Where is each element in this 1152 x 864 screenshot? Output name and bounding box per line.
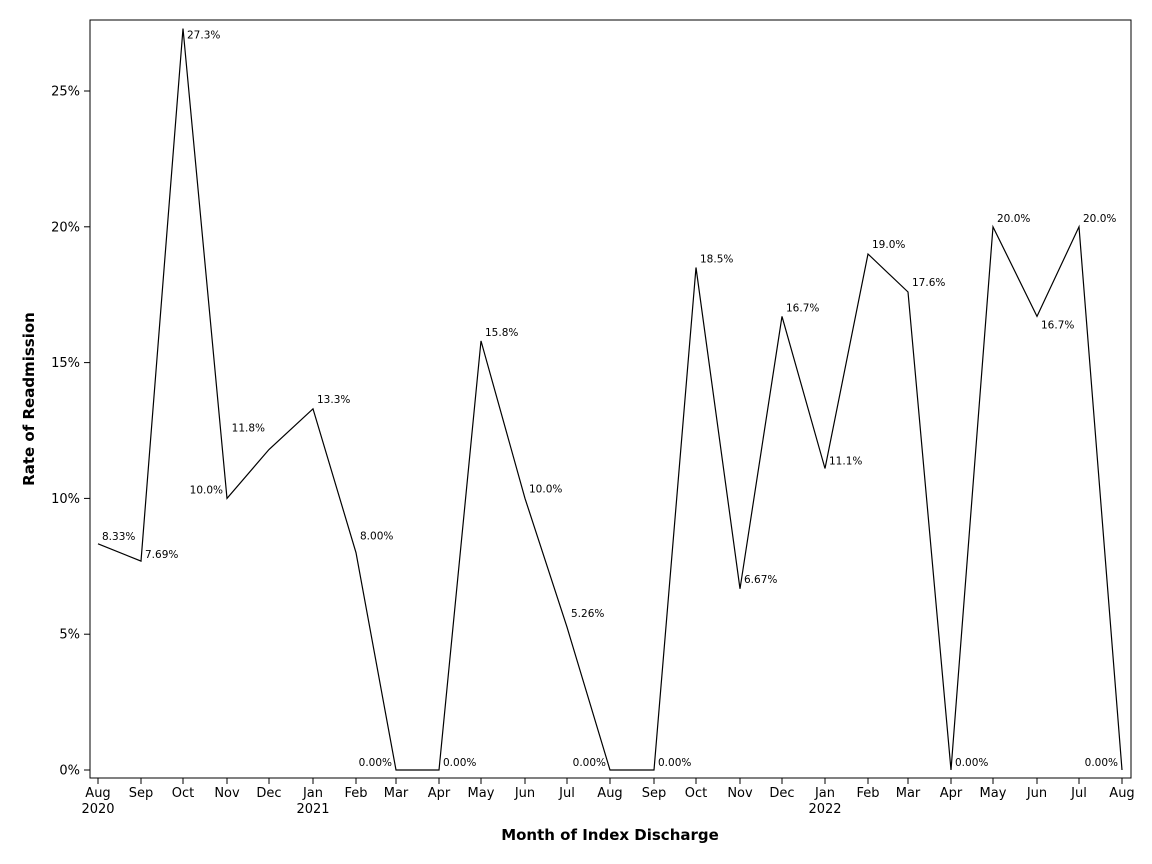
y-axis: 0% 5% 10% 15% 20% 25% [51, 85, 90, 779]
x-tick-label-month: Mar [384, 786, 409, 801]
data-label: 15.8% [485, 327, 518, 339]
x-tick-label-month: Jan [814, 786, 835, 801]
x-tick-label-month: Dec [256, 786, 281, 801]
x-tick-label-year: 2020 [81, 802, 114, 817]
x-tick-label-month: Apr [940, 786, 963, 801]
x-tick-label-month: May [980, 786, 1007, 801]
data-label: 6.67% [744, 574, 777, 586]
data-label: 5.26% [571, 608, 604, 620]
x-tick-label-month: Oct [172, 786, 194, 801]
data-label: 0.00% [658, 757, 691, 769]
x-tick-label-month: Feb [344, 786, 367, 801]
data-label: 20.0% [997, 213, 1030, 225]
x-axis-title: Month of Index Discharge [501, 826, 719, 844]
data-labels: 8.33% 7.69% 27.3% 10.0% 11.8% 13.3% 8.00% 0.00%… [102, 30, 1118, 769]
data-label: 18.5% [700, 254, 733, 266]
y-tick-label: 15% [51, 356, 80, 371]
plot-frame [89, 19, 1132, 779]
data-label: 17.6% [912, 277, 945, 289]
y-tick-label: 5% [59, 628, 80, 643]
data-label: 11.8% [232, 423, 265, 435]
x-tick-label-month: Jul [1070, 786, 1087, 801]
y-tick-label: 0% [59, 764, 80, 779]
y-tick-label: 10% [51, 492, 80, 507]
data-label: 7.69% [145, 549, 178, 561]
data-label: 0.00% [573, 757, 606, 769]
x-tick-label-month: Oct [685, 786, 707, 801]
x-tick-label-month: Sep [642, 786, 667, 801]
data-label: 19.0% [872, 239, 905, 251]
data-label: 0.00% [1085, 757, 1118, 769]
x-tick-label-month: Jun [514, 786, 535, 801]
x-tick-label-month: Feb [856, 786, 879, 801]
data-label: 16.7% [786, 302, 819, 314]
data-label: 10.0% [529, 483, 562, 495]
x-tick-label-month: Jul [558, 786, 575, 801]
x-tick-label-month: Jan [302, 786, 323, 801]
data-label: 0.00% [443, 757, 476, 769]
data-label: 8.33% [102, 531, 135, 543]
data-label: 13.3% [317, 394, 350, 406]
data-label: 20.0% [1083, 213, 1116, 225]
x-tick-label-month: Nov [727, 786, 753, 801]
x-tick-label-month: Mar [896, 786, 921, 801]
y-tick-label: 20% [51, 220, 80, 235]
x-tick-label-month: Jun [1026, 786, 1047, 801]
x-tick-label-month: Aug [1109, 786, 1134, 801]
x-tick-label-year: 2022 [808, 802, 841, 817]
data-label: 27.3% [187, 30, 220, 42]
data-label: 0.00% [359, 757, 392, 769]
data-label: 0.00% [955, 757, 988, 769]
x-tick-label-month: Aug [597, 786, 622, 801]
x-tick-label-month: Aug [85, 786, 110, 801]
y-axis-title: Rate of Readmission [20, 312, 38, 486]
data-label: 8.00% [360, 531, 393, 543]
x-tick-label-year: 2021 [296, 802, 329, 817]
x-tick-label-month: Dec [769, 786, 794, 801]
x-tick-label-month: Nov [214, 786, 240, 801]
x-tick-label-month: Apr [428, 786, 451, 801]
x-tick-label-month: Sep [129, 786, 154, 801]
data-label: 16.7% [1041, 319, 1074, 331]
readmission-rate-line [97, 28, 1123, 771]
y-tick-label: 25% [51, 85, 80, 100]
x-tick-label-month: May [468, 786, 495, 801]
data-label: 10.0% [190, 484, 223, 496]
data-label: 11.1% [829, 456, 862, 468]
